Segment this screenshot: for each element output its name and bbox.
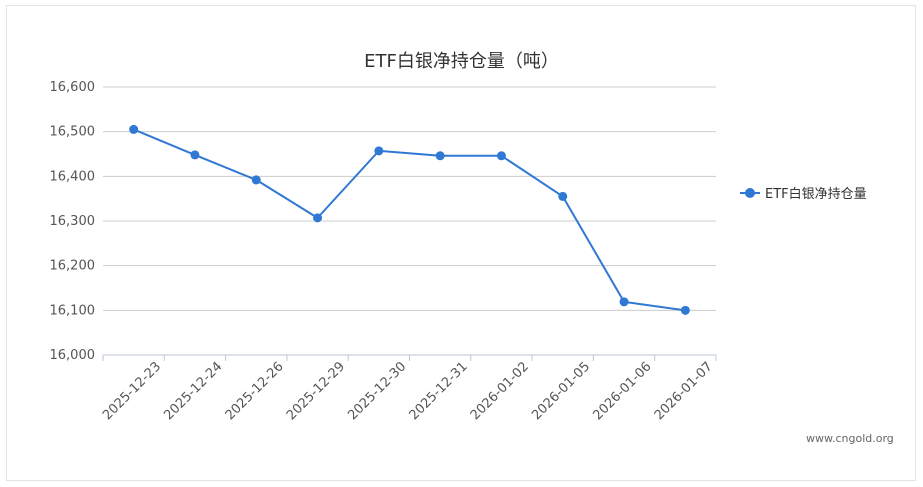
y-tick-label: 16,100	[50, 303, 96, 318]
x-tick-label: 2026-01-07	[652, 359, 716, 423]
watermark: www.cngold.org	[806, 432, 894, 445]
data-point[interactable]	[558, 191, 568, 201]
y-tick-label: 16,300	[50, 214, 96, 229]
data-point[interactable]	[496, 151, 506, 161]
x-tick-label: 2025-12-24	[161, 359, 225, 423]
x-tick-label: 2025-12-30	[345, 359, 409, 423]
x-tick-label: 2026-01-05	[529, 359, 593, 423]
data-point[interactable]	[680, 305, 690, 315]
x-tick-label: 2025-12-31	[407, 359, 471, 423]
data-point[interactable]	[619, 297, 629, 307]
data-point[interactable]	[129, 124, 139, 134]
y-tick-label: 16,000	[50, 348, 96, 363]
x-tick-label: 2026-01-06	[590, 359, 654, 423]
data-point[interactable]	[313, 213, 323, 223]
legend-label: ETF白银净持仓量	[765, 187, 867, 202]
legend-marker	[740, 187, 760, 199]
x-tick-label: 2025-12-23	[100, 359, 164, 423]
y-tick-label: 16,200	[50, 259, 96, 274]
chart-frame	[6, 5, 916, 481]
x-tick-label: 2025-12-29	[284, 359, 348, 423]
chart-title: ETF白银净持仓量（吨）	[364, 51, 559, 72]
data-point[interactable]	[435, 151, 445, 161]
series-line	[133, 128, 686, 312]
y-tick-label: 16,400	[50, 169, 96, 184]
data-point[interactable]	[190, 150, 200, 160]
x-tick-label: 2026-01-02	[468, 359, 532, 423]
legend[interactable]: ETF白银净持仓量	[740, 183, 867, 202]
data-point[interactable]	[374, 146, 384, 156]
y-tick-label: 16,600	[50, 80, 96, 95]
x-tick-label: 2025-12-26	[223, 359, 287, 423]
y-tick-label: 16,500	[50, 125, 96, 140]
data-point[interactable]	[251, 175, 261, 185]
